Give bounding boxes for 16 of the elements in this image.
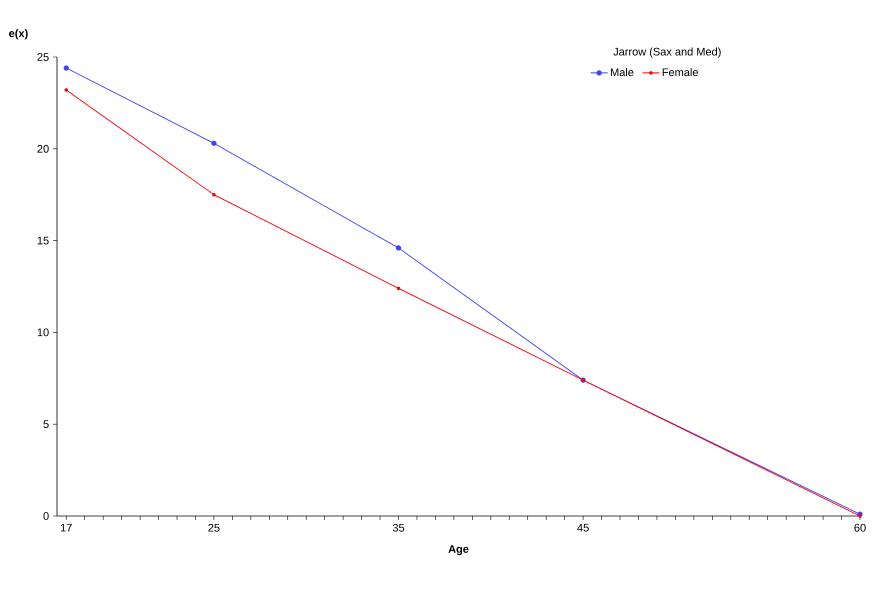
x-tick-label: 60 [854, 524, 866, 532]
x-axis-title: Age [448, 545, 469, 556]
y-tick-label: 5 [43, 420, 49, 428]
y-tick-label: 0 [43, 512, 49, 520]
y-axis-title: e(x) [9, 29, 28, 40]
x-tick-label: 25 [208, 524, 220, 532]
legend-title: Jarrow (Sax and Med) [613, 47, 721, 58]
y-tick-label: 25 [37, 53, 49, 61]
legend-label: Female [662, 68, 698, 76]
legend-label: Male [610, 68, 634, 76]
y-tick-label: 10 [38, 328, 49, 336]
y-tick-label: 20 [37, 144, 49, 153]
x-tick-label: 45 [577, 524, 589, 532]
x-tick-label: 35 [392, 524, 404, 532]
x-tick-label: 17 [60, 524, 72, 532]
y-tick-label: 15 [38, 236, 49, 244]
